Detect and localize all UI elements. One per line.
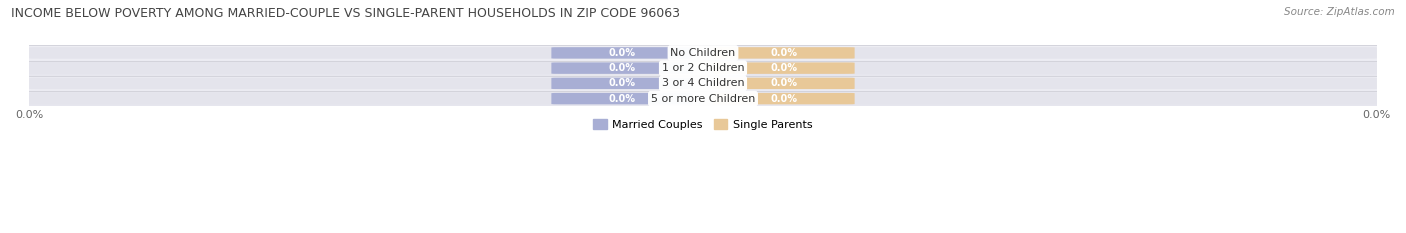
Bar [30, 45, 1376, 61]
FancyBboxPatch shape [30, 62, 1376, 74]
Text: 0.0%: 0.0% [609, 48, 636, 58]
FancyBboxPatch shape [30, 93, 1376, 104]
Text: INCOME BELOW POVERTY AMONG MARRIED-COUPLE VS SINGLE-PARENT HOUSEHOLDS IN ZIP COD: INCOME BELOW POVERTY AMONG MARRIED-COUPL… [11, 7, 681, 20]
Bar [30, 61, 1376, 76]
FancyBboxPatch shape [713, 93, 855, 104]
Bar [30, 76, 1376, 91]
Text: No Children: No Children [671, 48, 735, 58]
Text: 0.0%: 0.0% [770, 48, 797, 58]
FancyBboxPatch shape [713, 47, 855, 59]
Text: 5 or more Children: 5 or more Children [651, 94, 755, 104]
FancyBboxPatch shape [30, 47, 1376, 59]
FancyBboxPatch shape [30, 78, 1376, 89]
FancyBboxPatch shape [551, 47, 693, 59]
Text: 0.0%: 0.0% [770, 78, 797, 88]
Text: 1 or 2 Children: 1 or 2 Children [662, 63, 744, 73]
FancyBboxPatch shape [551, 78, 693, 89]
Text: 0.0%: 0.0% [609, 94, 636, 104]
FancyBboxPatch shape [551, 62, 693, 74]
Text: 0.0%: 0.0% [770, 94, 797, 104]
Bar [30, 91, 1376, 106]
Text: 3 or 4 Children: 3 or 4 Children [662, 78, 744, 88]
FancyBboxPatch shape [713, 78, 855, 89]
Text: Source: ZipAtlas.com: Source: ZipAtlas.com [1284, 7, 1395, 17]
Text: 0.0%: 0.0% [609, 78, 636, 88]
FancyBboxPatch shape [551, 93, 693, 104]
Text: 0.0%: 0.0% [609, 63, 636, 73]
Text: 0.0%: 0.0% [770, 63, 797, 73]
FancyBboxPatch shape [713, 62, 855, 74]
Legend: Married Couples, Single Parents: Married Couples, Single Parents [589, 115, 817, 134]
